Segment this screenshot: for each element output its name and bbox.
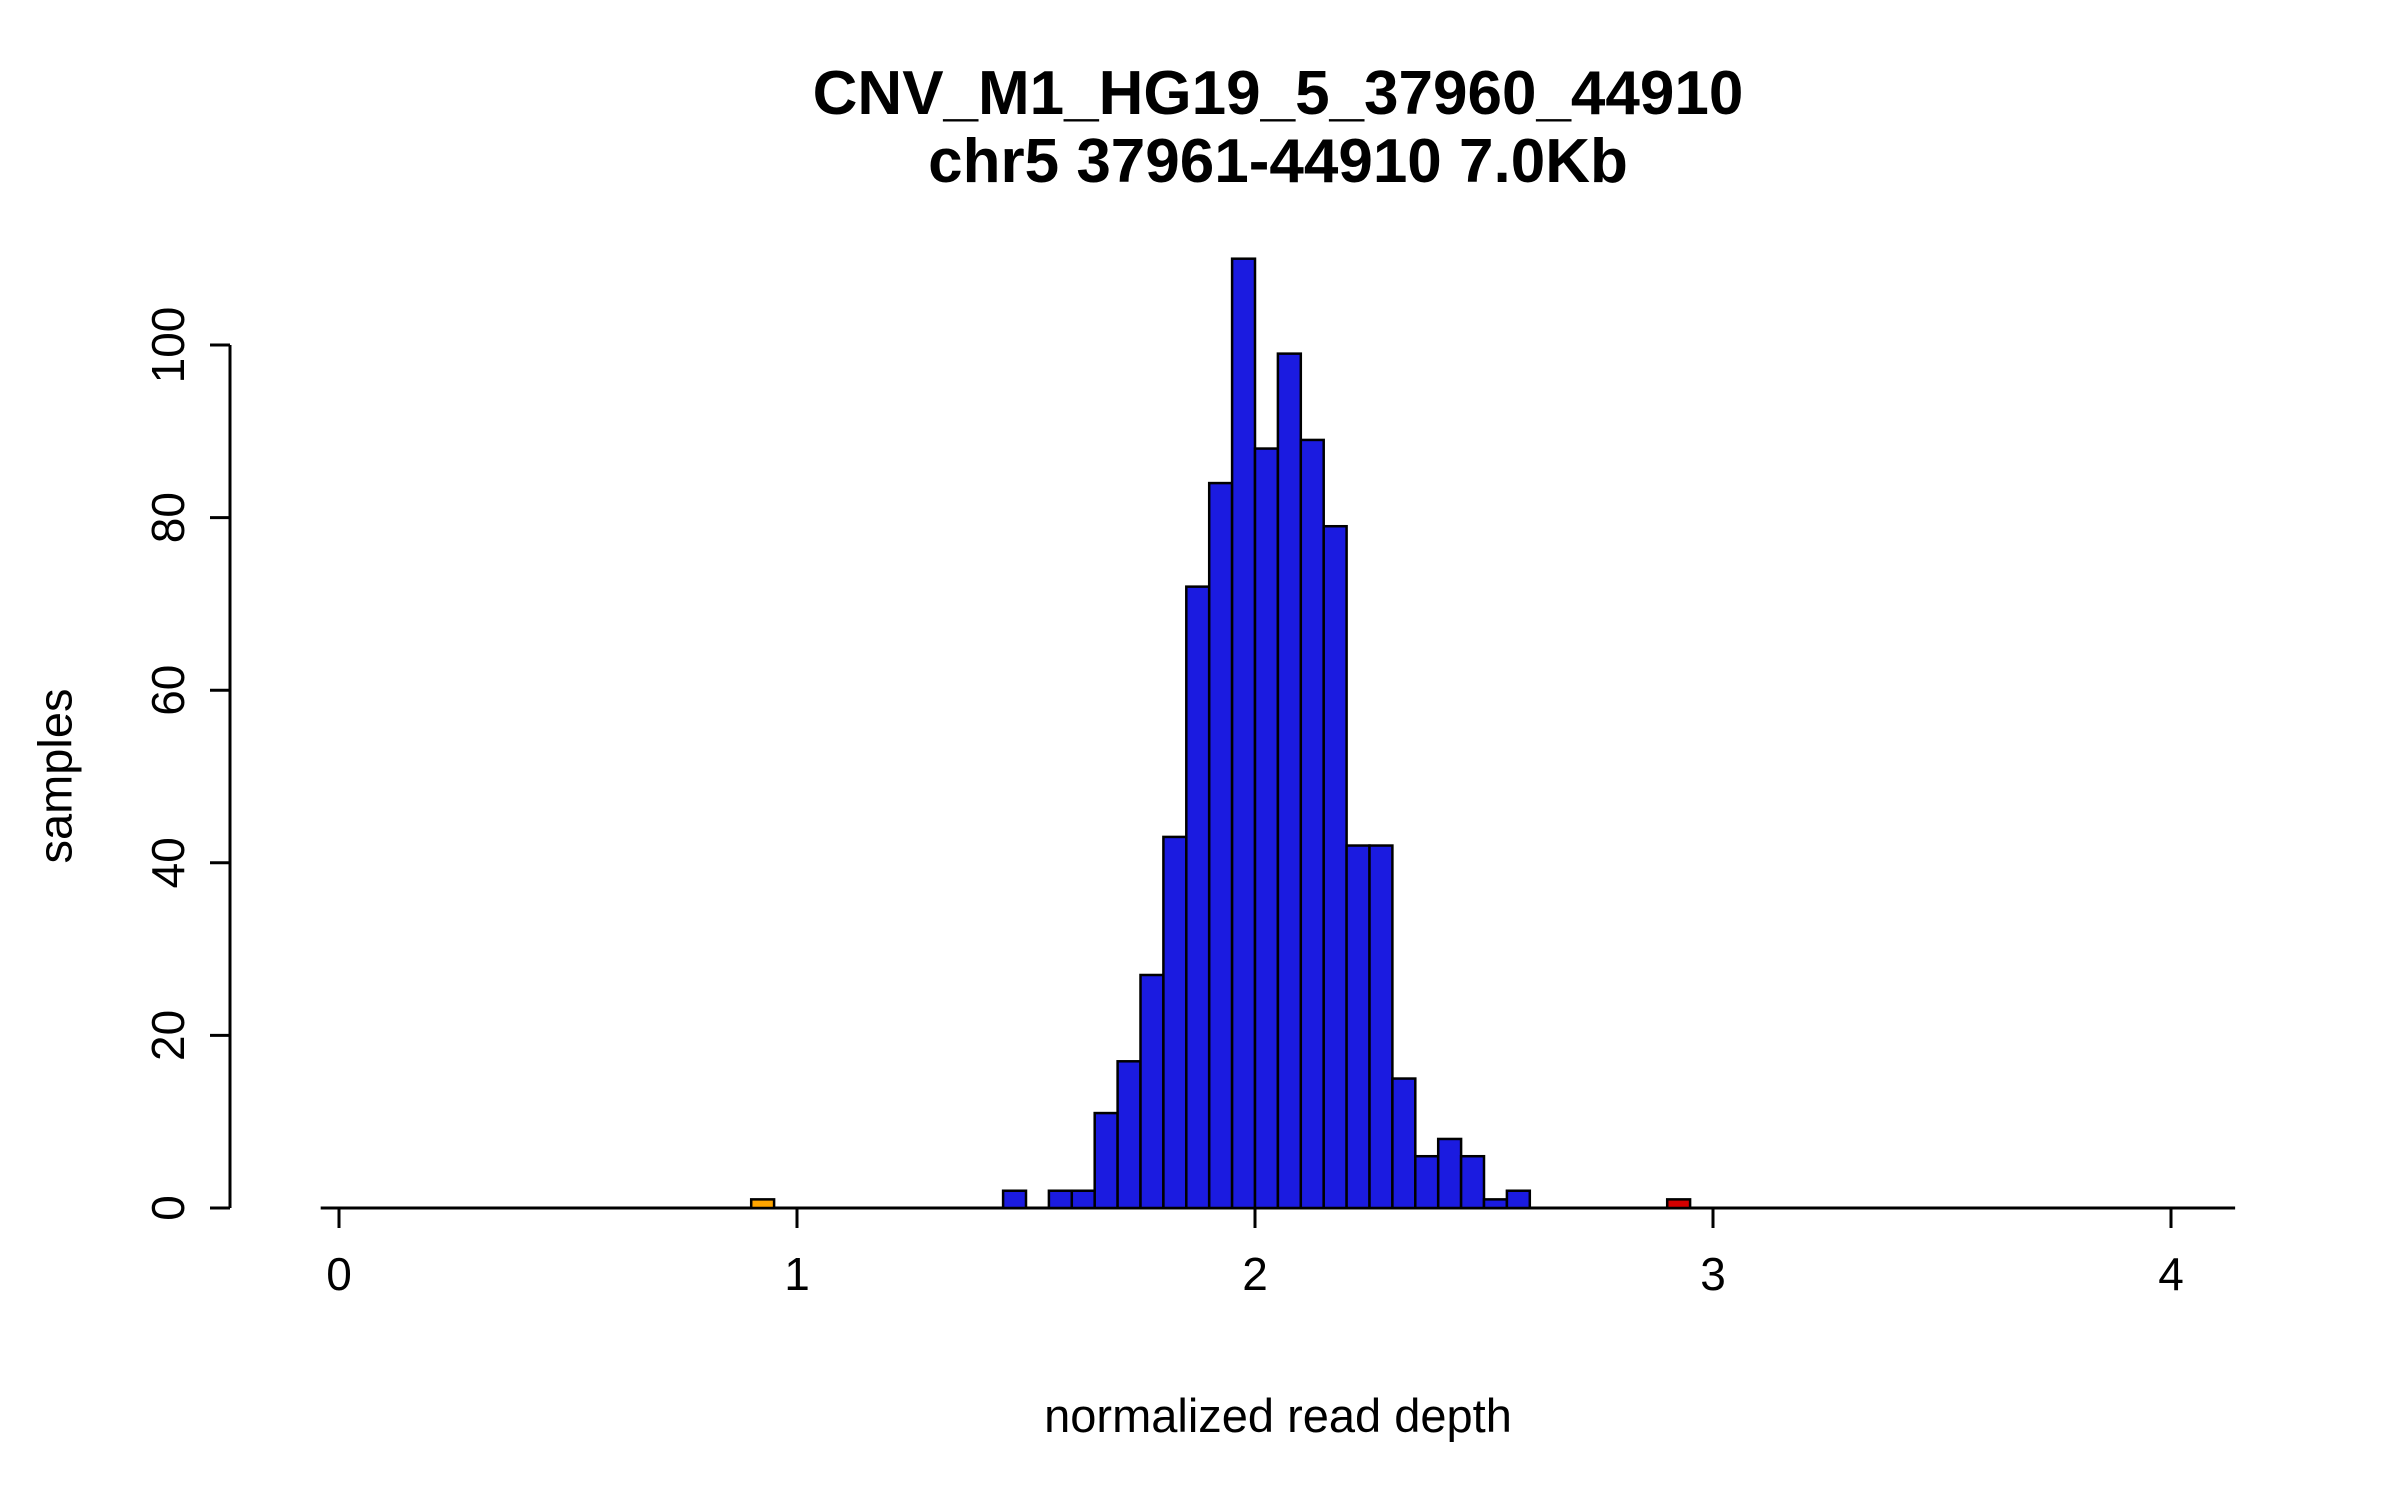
y-tick-label: 100 [142, 307, 194, 384]
histogram-bar [1047, 1189, 1074, 1210]
y-tick-label: 20 [142, 1010, 194, 1061]
histogram-bar [1436, 1137, 1463, 1210]
x-tick-label: 0 [326, 1248, 352, 1300]
histogram-bar [1070, 1189, 1096, 1210]
chart-title: CNV_M1_HG19_5_37960_44910 [812, 59, 1744, 128]
x-tick-label: 3 [1700, 1248, 1726, 1300]
y-tick-label: 80 [142, 492, 194, 543]
histogram-bar [1459, 1154, 1486, 1210]
x-tick-label: 4 [2158, 1248, 2184, 1300]
histogram-bar [1299, 438, 1325, 1210]
x-tick-label: 1 [784, 1248, 810, 1300]
histogram-bar [1162, 835, 1188, 1210]
histogram-bar [1253, 447, 1280, 1210]
histogram-bar [1001, 1189, 1028, 1210]
histogram-bar [1505, 1189, 1532, 1210]
histogram-bar [1322, 524, 1348, 1210]
chart-subtitle: chr5 37961-44910 7.0Kb [928, 127, 1628, 196]
histogram-bar [1665, 1198, 1692, 1210]
histogram-bar [1368, 844, 1394, 1210]
histogram-bar [1139, 973, 1165, 1210]
histogram-bar [1345, 844, 1371, 1210]
histogram-bar [1414, 1154, 1440, 1210]
histogram-bar [1116, 1060, 1142, 1210]
x-axis-label: normalized read depth [1044, 1389, 1512, 1442]
histogram-bar [1482, 1198, 1509, 1210]
y-tick-label: 0 [142, 1195, 194, 1221]
histogram-bar [1207, 481, 1234, 1210]
histogram-bar [1276, 352, 1303, 1210]
histogram-bar [1185, 585, 1211, 1210]
histogram-bar [1093, 1111, 1119, 1210]
y-tick-label: 40 [142, 837, 194, 888]
histogram-bar [1230, 257, 1257, 1210]
histogram-bar [749, 1198, 776, 1210]
x-tick-label: 2 [1242, 1248, 1268, 1300]
histogram-bar [1391, 1077, 1417, 1210]
y-tick-label: 60 [142, 665, 194, 716]
